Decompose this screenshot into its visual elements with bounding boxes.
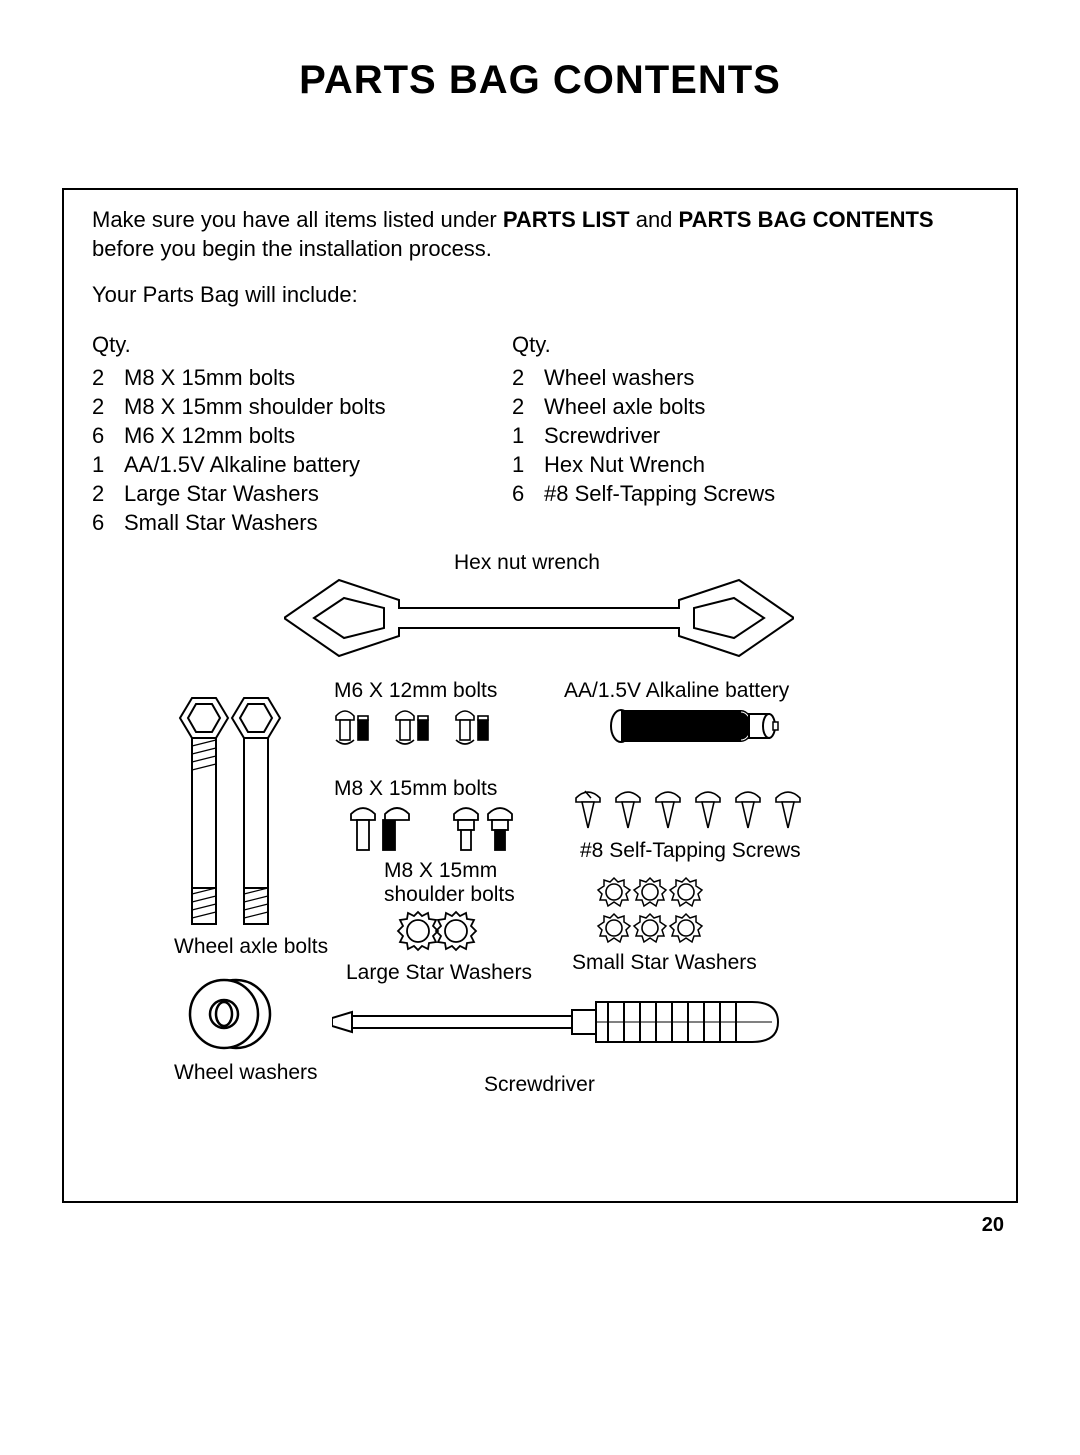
list-item: 6#8 Self-Tapping Screws xyxy=(512,479,932,508)
desc: M6 X 12mm bolts xyxy=(124,421,512,450)
label-m8: M8 X 15mm bolts xyxy=(334,776,497,801)
label-wrench: Hex nut wrench xyxy=(454,550,600,575)
intro-bold-2: PARTS BAG CONTENTS xyxy=(679,207,934,232)
list-item: 2M8 X 15mm shoulder bolts xyxy=(92,392,512,421)
content-frame: Make sure you have all items listed unde… xyxy=(62,188,1018,1203)
wrench-icon xyxy=(284,578,794,658)
list-item: 2M8 X 15mm bolts xyxy=(92,363,512,392)
label-screwdriver: Screwdriver xyxy=(484,1072,595,1097)
qty: 2 xyxy=(512,392,544,421)
list-item: 1Hex Nut Wrench xyxy=(512,450,932,479)
label-m6: M6 X 12mm bolts xyxy=(334,678,497,703)
desc: Small Star Washers xyxy=(124,508,512,537)
qty: 6 xyxy=(92,421,124,450)
intro-text: Make sure you have all items listed unde… xyxy=(92,206,988,263)
m6-bolts-icon xyxy=(332,706,532,746)
list-item: 6M6 X 12mm bolts xyxy=(92,421,512,450)
label-battery: AA/1.5V Alkaline battery xyxy=(564,678,789,703)
label-large-star: Large Star Washers xyxy=(346,960,532,985)
intro-post: before you begin the installation proces… xyxy=(92,236,492,261)
label-axle: Wheel axle bolts xyxy=(174,934,328,959)
list-item: 2Large Star Washers xyxy=(92,479,512,508)
qty: 2 xyxy=(92,363,124,392)
screwdriver-icon xyxy=(332,990,782,1054)
desc: M8 X 15mm bolts xyxy=(124,363,512,392)
list-item: 2Wheel axle bolts xyxy=(512,392,932,421)
page-title: PARTS BAG CONTENTS xyxy=(0,58,1080,103)
desc: AA/1.5V Alkaline battery xyxy=(124,450,512,479)
label-screws8: #8 Self-Tapping Screws xyxy=(580,838,801,863)
qty-header-right: Qty. xyxy=(512,330,932,359)
large-star-washers-icon xyxy=(396,908,486,954)
list-item: 1Screwdriver xyxy=(512,421,932,450)
list-item: 6Small Star Washers xyxy=(92,508,512,537)
qty-header-left: Qty. xyxy=(92,330,512,359)
qty: 2 xyxy=(92,392,124,421)
sub-text: Your Parts Bag will include: xyxy=(92,282,358,308)
qty: 2 xyxy=(92,479,124,508)
desc: Hex Nut Wrench xyxy=(544,450,932,479)
qty: 6 xyxy=(92,508,124,537)
desc: Wheel axle bolts xyxy=(544,392,932,421)
parts-list-left: Qty. 2M8 X 15mm bolts 2M8 X 15mm shoulde… xyxy=(92,330,512,537)
page-number: 20 xyxy=(982,1214,1004,1237)
self-tapping-screws-icon xyxy=(574,788,804,832)
wheel-washers-icon xyxy=(184,974,274,1054)
desc: Screwdriver xyxy=(544,421,932,450)
intro-pre: Make sure you have all items listed unde… xyxy=(92,207,503,232)
label-washers: Wheel washers xyxy=(174,1060,318,1085)
intro-bold-1: PARTS LIST xyxy=(503,207,630,232)
desc: Large Star Washers xyxy=(124,479,512,508)
m8-shoulder-bolts-icon xyxy=(452,802,522,856)
label-small-star: Small Star Washers xyxy=(572,950,757,975)
m8-bolts-icon xyxy=(349,802,419,856)
parts-list-right: Qty. 2Wheel washers 2Wheel axle bolts 1S… xyxy=(512,330,932,508)
qty: 1 xyxy=(512,450,544,479)
desc: M8 X 15mm shoulder bolts xyxy=(124,392,512,421)
battery-icon xyxy=(609,706,779,746)
qty: 6 xyxy=(512,479,544,508)
qty: 1 xyxy=(512,421,544,450)
list-item: 2Wheel washers xyxy=(512,363,932,392)
label-m8s-b: shoulder bolts xyxy=(384,882,515,907)
axle-bolts-icon xyxy=(174,690,294,935)
qty: 2 xyxy=(512,363,544,392)
qty: 1 xyxy=(92,450,124,479)
desc: #8 Self-Tapping Screws xyxy=(544,479,932,508)
intro-mid: and xyxy=(630,207,679,232)
small-star-washers-icon xyxy=(594,872,724,948)
desc: Wheel washers xyxy=(544,363,932,392)
parts-diagram: Hex nut wrench M6 X 12mm bolts AA/1.5V A… xyxy=(64,550,1016,1201)
label-m8s-a: M8 X 15mm xyxy=(384,858,497,883)
list-item: 1AA/1.5V Alkaline battery xyxy=(92,450,512,479)
